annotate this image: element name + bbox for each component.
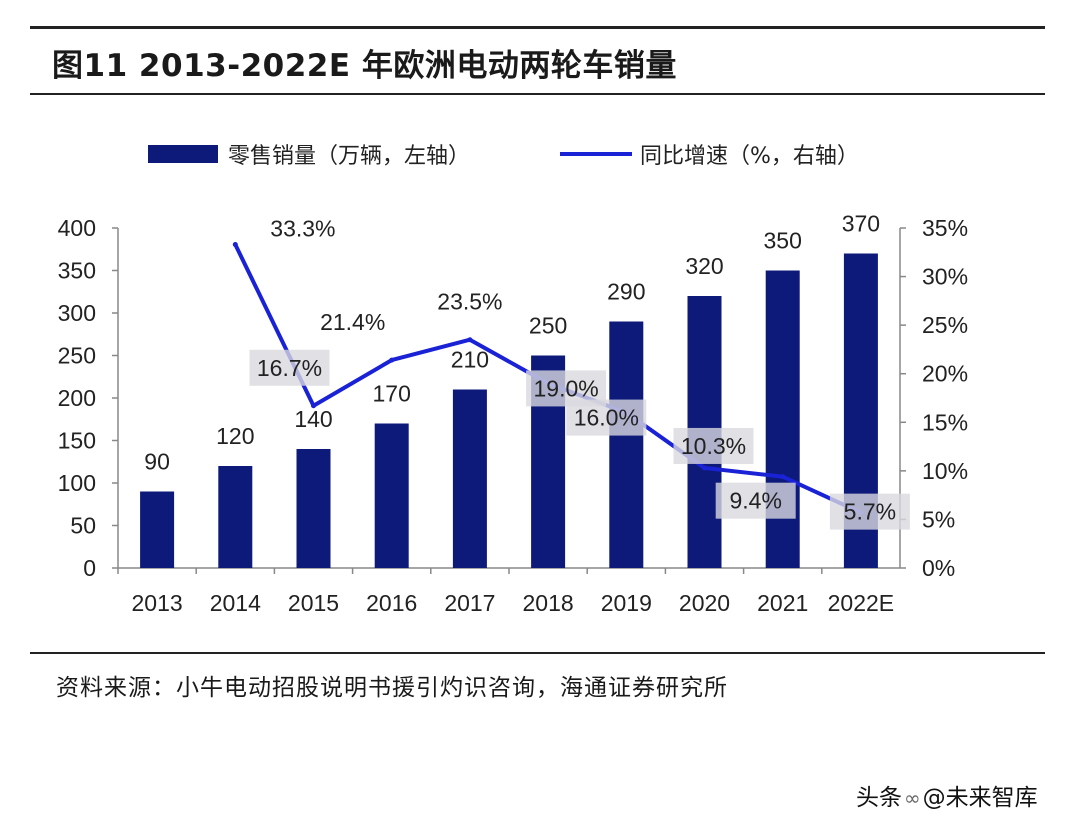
wechat-icon: ∞	[904, 786, 921, 810]
y-left-tick-label: 300	[58, 300, 96, 326]
growth-point	[780, 474, 786, 480]
y-left-tick-label: 50	[70, 513, 96, 539]
source-rule	[30, 652, 1045, 654]
watermark: 头条 ∞@未来智库	[856, 778, 1038, 812]
bar	[296, 449, 331, 568]
pct-value-label: 33.3%	[270, 216, 335, 242]
growth-point	[467, 337, 473, 343]
bar	[374, 423, 409, 568]
bar-value-label: 90	[144, 449, 170, 475]
watermark-prefix: 头条	[856, 785, 902, 811]
legend-bar-label: 零售销量（万辆，左轴）	[228, 144, 470, 169]
pct-value-label: 19.0%	[533, 375, 598, 401]
y-right-tick-label: 20%	[922, 361, 968, 387]
x-tick-label: 2013	[132, 590, 183, 616]
watermark-name: 未来智库	[945, 785, 1038, 811]
pct-value-label: 23.5%	[437, 289, 502, 315]
chart-title: 图11 2013-2022E 年欧洲电动两轮车销量	[52, 48, 677, 84]
top-rule	[30, 26, 1045, 29]
growth-point	[389, 357, 395, 363]
bar-value-label: 210	[451, 347, 489, 373]
x-tick-label: 2021	[757, 590, 808, 616]
bar	[140, 491, 175, 568]
bar-value-label: 350	[764, 228, 802, 254]
x-tick-label: 2016	[366, 590, 417, 616]
y-left-tick-label: 250	[58, 343, 96, 369]
pct-label-box	[566, 399, 647, 436]
y-left-tick-label: 100	[58, 470, 96, 496]
x-tick-label: 2020	[679, 590, 730, 616]
y-right-tick-label: 25%	[922, 312, 968, 338]
bar	[609, 321, 644, 568]
legend-line-label: 同比增速（%，右轴）	[640, 144, 859, 169]
x-tick-label: 2018	[523, 590, 574, 616]
data-labels: 90 120 140 170 210 250 290 320 350 370 33.3% 16.7% 2…	[144, 211, 910, 530]
watermark-at: @	[922, 785, 946, 811]
x-tick-label: 2017	[444, 590, 495, 616]
bar-series	[140, 253, 878, 568]
pct-label-box	[673, 427, 754, 464]
chart-area: 零售销量（万辆，左轴） 同比增速（%，右轴） 0 50 100 150 200 250 300…	[58, 144, 968, 616]
bar-value-label: 250	[529, 313, 567, 339]
pct-value-label: 10.3%	[681, 433, 746, 459]
x-tick-label: 2014	[210, 590, 261, 616]
bar-value-label: 140	[294, 406, 332, 432]
pct-value-label: 21.4%	[320, 309, 385, 335]
bar	[218, 466, 253, 568]
legend: 零售销量（万辆，左轴） 同比增速（%，右轴）	[148, 144, 859, 169]
bar-value-label: 370	[842, 211, 880, 237]
y-right-tick-label: 10%	[922, 458, 968, 484]
pct-value-label: 16.0%	[574, 405, 639, 431]
bar-value-label: 120	[216, 423, 254, 449]
growth-point	[702, 465, 707, 471]
bar	[765, 270, 800, 568]
pct-value-label: 9.4%	[729, 488, 781, 514]
bar-value-label: 290	[607, 279, 645, 305]
y-right-tick-label: 5%	[922, 506, 955, 532]
y-left-tick-label: 200	[58, 385, 96, 411]
y-left-tick-label: 150	[58, 428, 96, 454]
y-right-tick-label: 35%	[922, 215, 968, 241]
pct-label-box	[829, 493, 910, 530]
legend-bar-swatch	[148, 145, 218, 163]
axes: 0 50 100 150 200 250 300 350 400 0% 5% 10% 15% 20% 25%…	[58, 215, 968, 616]
pct-label-box	[715, 482, 796, 519]
x-tick-label: 2019	[601, 590, 652, 616]
x-tick-label: 2015	[288, 590, 339, 616]
y-left-tick-label: 400	[58, 215, 96, 241]
title-rule	[30, 93, 1045, 95]
y-right-tick-label: 15%	[922, 409, 968, 435]
pct-label-box	[249, 349, 330, 386]
y-right-tick-label: 30%	[922, 264, 968, 290]
pct-value-label: 16.7%	[257, 355, 322, 381]
x-tick-label: 2022E	[828, 590, 895, 616]
y-right-tick-label: 0%	[922, 555, 955, 581]
growth-point	[311, 403, 316, 409]
pct-value-label: 5.7%	[844, 499, 896, 525]
source-note: 资料来源：小牛电动招股说明书援引灼识咨询，海通证券研究所	[56, 675, 728, 701]
bar-value-label: 170	[373, 381, 411, 407]
y-left-tick-label: 350	[58, 258, 96, 284]
bar	[452, 389, 487, 568]
bar-value-label: 320	[685, 253, 723, 279]
growth-point	[232, 242, 238, 248]
y-left-tick-label: 0	[83, 555, 96, 581]
